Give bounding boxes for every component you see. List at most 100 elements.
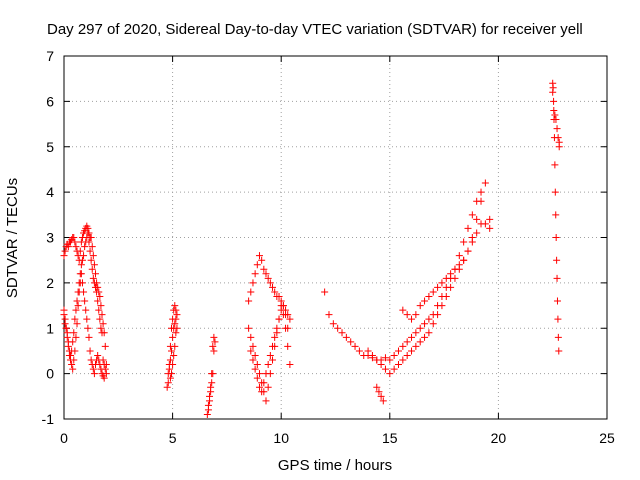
y-tick-label: -1 xyxy=(42,411,55,427)
data-point xyxy=(408,333,416,341)
data-point xyxy=(553,256,561,264)
data-point xyxy=(86,347,94,355)
data-point xyxy=(166,356,174,364)
data-point xyxy=(249,356,257,364)
data-point xyxy=(275,315,283,323)
data-point xyxy=(89,274,97,282)
data-point xyxy=(379,397,387,405)
data-point xyxy=(486,224,494,232)
data-point xyxy=(553,274,561,282)
data-point xyxy=(62,324,70,332)
data-point xyxy=(210,333,218,341)
data-point xyxy=(421,320,429,328)
data-point xyxy=(442,292,450,300)
data-point xyxy=(554,315,562,323)
data-point xyxy=(262,370,270,378)
data-point xyxy=(549,88,557,96)
data-point xyxy=(321,288,329,296)
data-point xyxy=(553,125,561,133)
chart-title: Day 297 of 2020, Sidereal Day-to-day VTE… xyxy=(47,21,583,38)
y-tick-label: 4 xyxy=(46,184,54,200)
data-point xyxy=(251,270,259,278)
data-point xyxy=(447,283,455,291)
data-point xyxy=(262,270,270,278)
data-point xyxy=(551,188,559,196)
y-tick-label: 7 xyxy=(46,48,54,64)
data-point xyxy=(91,283,99,291)
data-point xyxy=(325,311,333,319)
grid xyxy=(64,56,607,419)
data-point xyxy=(412,342,420,350)
data-point xyxy=(390,351,398,359)
data-point xyxy=(551,111,559,119)
data-point xyxy=(260,265,268,273)
data-point xyxy=(273,324,281,332)
data-point xyxy=(64,243,72,251)
data-point xyxy=(70,234,78,241)
data-point xyxy=(408,347,416,355)
data-point xyxy=(264,383,272,391)
data-point xyxy=(421,297,429,305)
data-point xyxy=(258,388,266,396)
data-point xyxy=(168,370,176,378)
data-point xyxy=(61,320,69,328)
data-point xyxy=(386,356,394,364)
data-point xyxy=(464,247,472,255)
data-point xyxy=(63,329,71,337)
data-point xyxy=(89,365,97,373)
data-point xyxy=(260,379,268,387)
data-point xyxy=(255,370,263,378)
data-point xyxy=(207,383,215,391)
data-point xyxy=(412,311,420,319)
data-point xyxy=(97,324,105,332)
data-point xyxy=(342,333,350,341)
data-point xyxy=(70,329,78,337)
y-axis-label: SDTVAR / TECUs xyxy=(4,178,21,298)
data-point xyxy=(275,292,283,300)
data-point xyxy=(438,302,446,310)
data-point xyxy=(262,397,270,405)
data-point xyxy=(247,347,255,355)
y-tick-label: 2 xyxy=(46,275,54,291)
data-point xyxy=(76,270,84,278)
data-point xyxy=(164,379,172,387)
data-point xyxy=(94,297,102,305)
data-point xyxy=(477,188,485,196)
data-point xyxy=(473,229,481,237)
data-point xyxy=(171,342,179,350)
data-point xyxy=(247,288,255,296)
data-point xyxy=(258,256,266,264)
data-point xyxy=(408,315,416,323)
data-point xyxy=(271,288,279,296)
y-tick-label: 5 xyxy=(46,139,54,155)
data-point xyxy=(172,329,180,337)
data-point xyxy=(255,383,263,391)
data-point xyxy=(247,333,255,341)
data-point xyxy=(97,302,105,310)
data-point xyxy=(251,351,259,359)
data-point xyxy=(90,370,98,378)
data-point xyxy=(91,270,99,278)
data-point xyxy=(553,297,561,305)
data-point xyxy=(173,311,181,319)
data-point xyxy=(550,106,558,114)
data-point xyxy=(81,243,89,251)
data-point xyxy=(206,392,214,400)
data-point xyxy=(101,342,109,350)
data-point xyxy=(266,351,274,359)
data-point xyxy=(373,383,381,391)
data-point xyxy=(351,342,359,350)
data-point xyxy=(82,306,90,314)
data-point xyxy=(253,261,261,269)
data-point xyxy=(386,370,394,378)
data-point xyxy=(429,320,437,328)
data-point xyxy=(416,302,424,310)
data-point xyxy=(204,401,212,409)
data-point xyxy=(71,315,79,323)
data-point xyxy=(90,279,98,287)
data-point xyxy=(249,279,257,287)
data-point xyxy=(171,302,179,310)
data-point xyxy=(552,211,560,219)
data-point xyxy=(90,261,98,269)
data-point xyxy=(88,265,96,273)
